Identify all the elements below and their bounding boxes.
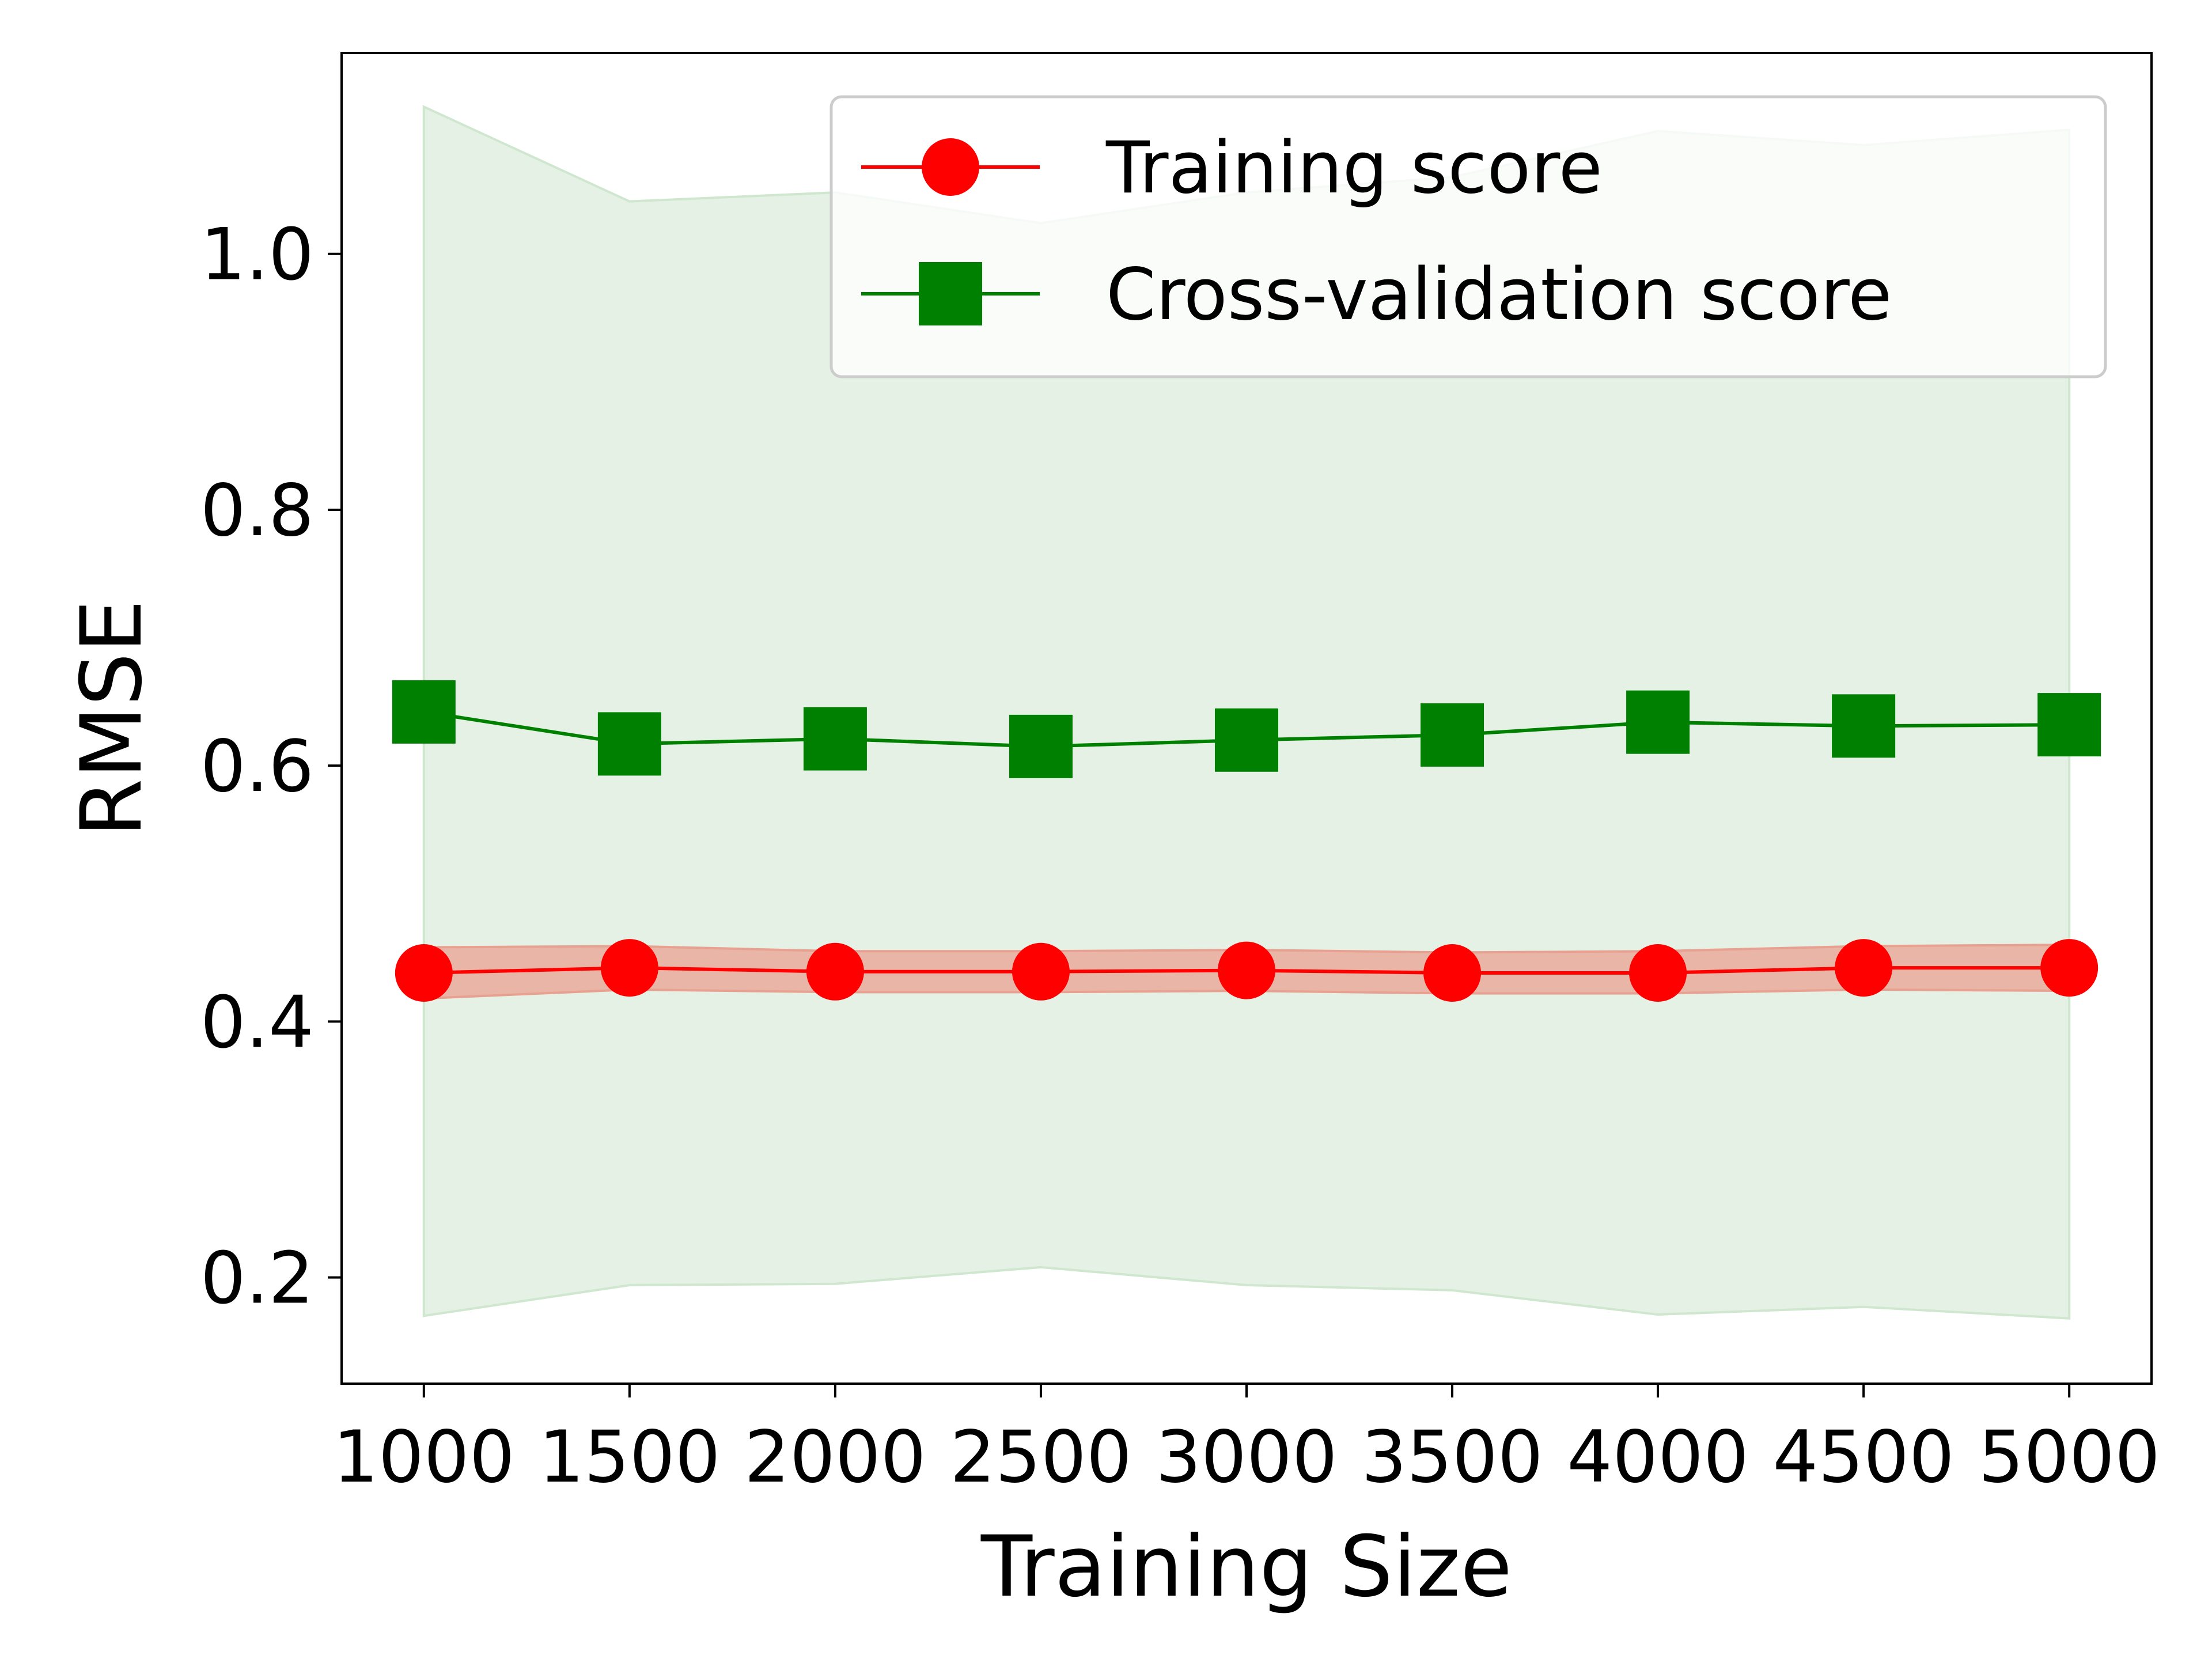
x-tick-label: 2000 (744, 1416, 926, 1499)
y-tick-label: 0.8 (200, 469, 314, 552)
x-tick-label: 4500 (1772, 1416, 1955, 1499)
data-point-training (1835, 939, 1893, 997)
y-tick-label: 0.4 (200, 981, 314, 1064)
y-axis-label: RMSE (63, 600, 161, 837)
legend: Training score Cross-validation score (830, 95, 2107, 378)
series-markers (392, 680, 2101, 1002)
data-point-cross-validation (1626, 690, 1690, 754)
data-point-training (1423, 944, 1482, 1002)
legend-marker-training (922, 138, 979, 196)
data-point-training (395, 944, 453, 1002)
legend-box (830, 95, 2107, 378)
data-point-cross-validation (1832, 694, 1896, 758)
data-point-cross-validation (803, 707, 867, 771)
legend-label-cross-validation: Cross-validation score (1106, 253, 1892, 336)
x-tick-label: 5000 (1978, 1416, 2160, 1499)
data-point-training (1218, 941, 1275, 999)
data-point-cross-validation (1009, 714, 1073, 778)
x-tick-label: 4000 (1567, 1416, 1749, 1499)
x-tick-label: 1500 (539, 1416, 721, 1499)
data-point-cross-validation (2037, 693, 2101, 757)
data-point-cross-validation (597, 712, 661, 776)
x-tick-label: 1000 (333, 1416, 515, 1499)
y-tick-label: 1.0 (200, 214, 314, 297)
y-tick-label: 0.2 (200, 1237, 314, 1320)
x-tick-label: 3000 (1156, 1416, 1338, 1499)
y-axis: 0.2 0.4 0.6 0.8 1.0 (200, 214, 342, 1320)
data-point-training (600, 939, 658, 997)
x-tick-label: 2500 (950, 1416, 1132, 1499)
x-axis: 1000 1500 2000 2500 3000 3500 4000 4500 5000 (333, 1384, 2160, 1499)
data-point-training (1012, 942, 1070, 1001)
data-point-training (1629, 944, 1687, 1002)
x-tick-label: 3500 (1361, 1416, 1543, 1499)
data-point-cross-validation (1215, 708, 1278, 772)
data-point-training (806, 942, 864, 1001)
data-point-training (2040, 939, 2099, 997)
legend-marker-cross-validation (919, 262, 982, 325)
legend-label-training: Training score (1105, 127, 1603, 210)
x-axis-label: Training Size (980, 1518, 1512, 1616)
data-point-cross-validation (392, 680, 456, 744)
y-tick-label: 0.6 (200, 725, 314, 808)
data-point-cross-validation (1421, 703, 1484, 767)
